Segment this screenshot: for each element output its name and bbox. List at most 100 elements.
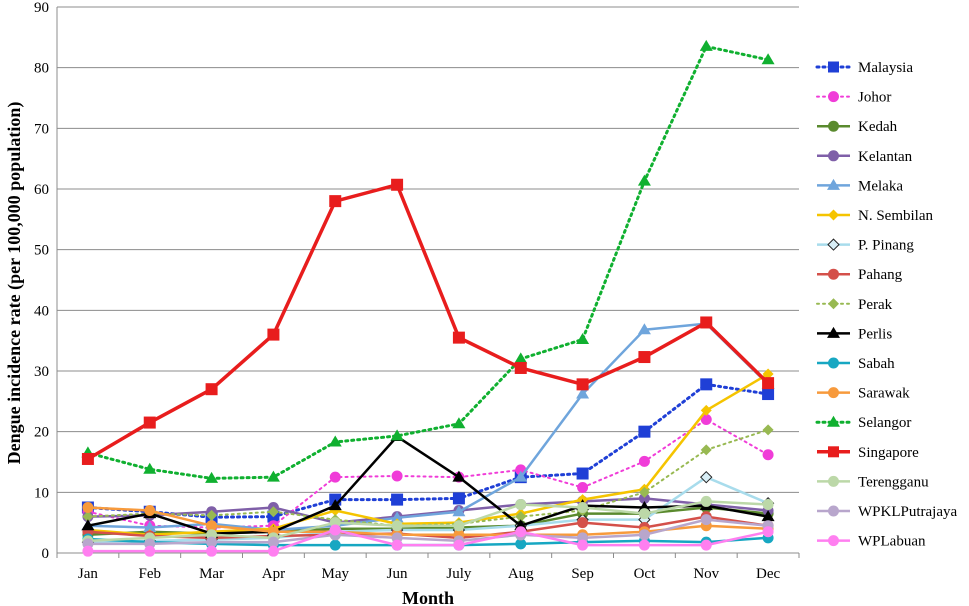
legend-item-wpklputrajaya: WPKLPutrajaya	[817, 504, 957, 520]
data-point-malaysia	[762, 388, 775, 401]
legend-marker	[828, 357, 839, 369]
data-point-johor	[762, 449, 774, 461]
legend-label: P. Pinang	[858, 238, 914, 254]
data-point-selangor	[266, 470, 280, 482]
data-point-singapore	[514, 361, 527, 374]
legend-item-malaysia: Malaysia	[815, 60, 913, 76]
gridlines	[57, 6, 799, 554]
series-line-melaka	[87, 322, 769, 532]
legend: Malaysia Johor Kedah Kelantan Melaka N. Sembi…	[815, 60, 957, 550]
data-point-wplabuan	[453, 539, 465, 551]
data-point-johor	[391, 470, 403, 482]
legend-marker	[827, 178, 840, 190]
series-line-wplabuan	[87, 528, 769, 553]
legend-marker	[827, 415, 840, 427]
x-tick-label: July	[446, 566, 472, 582]
y-tick-label: 90	[34, 0, 49, 16]
legend-item-johor: Johor	[816, 90, 891, 106]
legend-marker	[828, 298, 839, 310]
legend-item-singapore: Singapore	[817, 445, 919, 461]
data-point-melaka	[514, 470, 528, 482]
data-point-perak	[700, 444, 712, 456]
data-point-wpklputrajaya	[700, 514, 712, 526]
legend-marker	[828, 475, 839, 487]
legend-label: Melaka	[858, 178, 903, 194]
series-line-terengganu	[87, 500, 769, 543]
y-tick-label: 10	[34, 485, 49, 501]
data-point-singapore	[638, 351, 651, 364]
data-point-perlis	[81, 519, 95, 531]
data-point-terengganu	[453, 520, 465, 532]
x-tick-label: Apr	[262, 566, 285, 582]
data-point-singapore	[700, 316, 713, 329]
data-point-wpklputrajaya	[267, 536, 279, 548]
series-line-sarawak	[87, 506, 769, 537]
x-tick-label: Feb	[139, 566, 162, 582]
data-point-selangor	[699, 39, 713, 51]
legend-item-sarawak: Sarawak	[817, 386, 910, 402]
series-line-selangor	[86, 44, 770, 480]
data-point-wplabuan	[515, 526, 527, 538]
data-point-perak	[762, 424, 774, 436]
data-point-kelantan	[638, 492, 650, 504]
data-point-selangor	[328, 435, 342, 447]
data-point-terengganu	[638, 508, 650, 520]
data-point-singapore	[391, 178, 404, 191]
x-axis-ticks: Jan Feb Mar Apr May Jun July Aug Sep Oct Nov Dec	[56, 553, 800, 582]
data-point-sabah	[515, 538, 527, 550]
data-point-perlis	[761, 510, 775, 522]
legend-label: Sabah	[858, 356, 895, 372]
x-tick-label: May	[322, 566, 350, 582]
data-point-terengganu	[762, 498, 774, 510]
data-point-terengganu	[700, 495, 712, 507]
legend-item-p-pinang: P. Pinang	[817, 238, 914, 254]
y-tick-label: 50	[34, 243, 49, 259]
data-point-wplabuan	[577, 539, 589, 551]
data-point-wplabuan	[82, 545, 94, 557]
data-point-selangor	[637, 174, 651, 186]
data-point-selangor	[143, 462, 157, 474]
series-line-wpklputrajaya	[87, 518, 769, 546]
data-point-pahang	[577, 517, 589, 529]
legend-marker	[828, 120, 839, 132]
legend-label: Perak	[858, 297, 893, 313]
data-point-singapore	[81, 452, 94, 465]
x-tick-label: Oct	[634, 566, 656, 582]
y-tick-label: 0	[42, 546, 50, 562]
data-point-singapore	[267, 328, 280, 341]
data-point-wplabuan	[144, 545, 156, 557]
x-tick-label: Jun	[387, 566, 408, 582]
legend-label: Kedah	[858, 119, 898, 135]
data-point-melaka	[452, 505, 466, 517]
data-point-sarawak	[206, 520, 218, 532]
legend-label: Terengganu	[858, 474, 929, 490]
x-tick-label: Jan	[78, 566, 98, 582]
y-tick-label: 60	[34, 182, 49, 198]
data-point-singapore	[329, 195, 342, 208]
data-point-wpklputrajaya	[206, 536, 218, 548]
data-point-perlis	[328, 499, 342, 511]
data-point-p-pinang	[700, 470, 713, 484]
legend-label: Sarawak	[858, 386, 910, 402]
legend-label: Kelantan	[858, 149, 913, 165]
legend-marker	[828, 387, 839, 399]
data-point-singapore	[452, 331, 465, 344]
legend-marker	[828, 209, 839, 221]
legend-item-selangor: Selangor	[815, 415, 911, 431]
legend-marker	[828, 505, 839, 517]
x-tick-label: Aug	[508, 566, 534, 582]
series-wplabuan	[82, 524, 774, 557]
legend-item-sabah: Sabah	[817, 356, 895, 372]
data-point-malaysia	[638, 425, 651, 438]
legend-marker	[828, 268, 839, 280]
legend-marker	[828, 150, 839, 162]
data-point-melaka	[390, 511, 404, 523]
legend-item-perlis: Perlis	[817, 326, 892, 342]
data-point-perak	[82, 511, 94, 523]
data-point-johor	[700, 414, 712, 426]
x-axis-title: Month	[402, 588, 454, 606]
legend-item-kelantan: Kelantan	[817, 149, 913, 165]
y-axis-ticks: 0 10 20 30 40 50 60 70 80 90	[34, 0, 49, 562]
data-point-wplabuan	[762, 526, 774, 538]
